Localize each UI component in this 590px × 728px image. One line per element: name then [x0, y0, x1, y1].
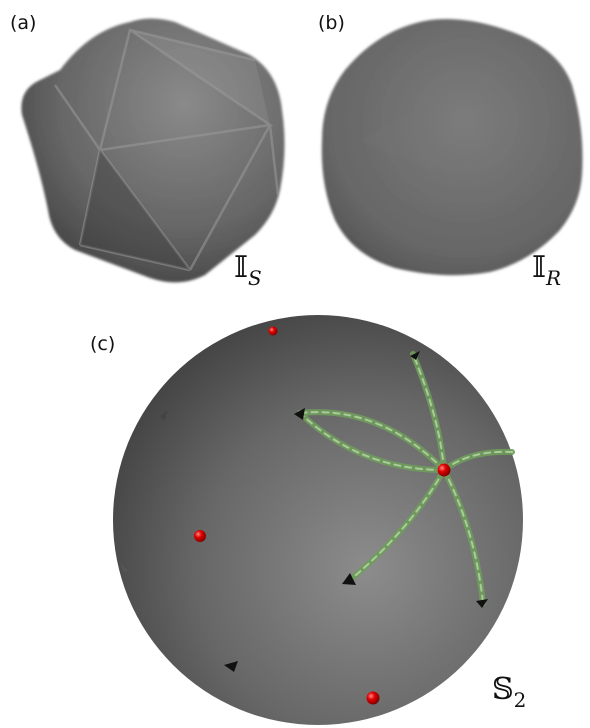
triangle-marker [342, 573, 356, 585]
math-subscript: R [546, 266, 562, 290]
math-label-a: 𝕀S [234, 250, 262, 290]
red-point [366, 691, 380, 705]
icosahedron-dark-face [80, 150, 190, 270]
geodesic-arcs [297, 351, 515, 606]
triangle-marker [476, 599, 488, 608]
triangle-marker [120, 563, 128, 573]
triangle-marker [224, 661, 238, 672]
triangle-marker [160, 410, 168, 421]
panel-label-b: (b) [318, 12, 345, 34]
red-points [194, 326, 451, 705]
panel-c-sphere [113, 315, 523, 725]
triangle-markers [120, 351, 488, 672]
math-symbol: 𝕀 [234, 250, 249, 285]
math-symbol: 𝕀 [532, 250, 547, 285]
red-point [437, 463, 451, 477]
red-point [194, 530, 206, 542]
panel-label-a: (a) [10, 12, 37, 34]
icosahedron-smooth-body [321, 19, 583, 276]
triangle-marker [410, 351, 420, 360]
math-label-c: 𝕊2 [492, 672, 526, 712]
math-subscript: S [248, 266, 262, 290]
sphere-body [113, 315, 523, 725]
red-point [268, 326, 278, 336]
panel-a-icosahedron [21, 18, 285, 283]
panel-label-c: (c) [90, 333, 116, 355]
icosahedron-soft-face [360, 85, 500, 170]
icosahedron-edges [53, 27, 280, 272]
icosahedron-light-face [130, 30, 270, 125]
math-subscript: 2 [513, 688, 527, 712]
triangle-marker [294, 408, 305, 420]
math-label-b: 𝕀R [532, 250, 561, 290]
panel-b-icosahedron [321, 19, 583, 276]
math-symbol: 𝕊 [492, 672, 514, 707]
